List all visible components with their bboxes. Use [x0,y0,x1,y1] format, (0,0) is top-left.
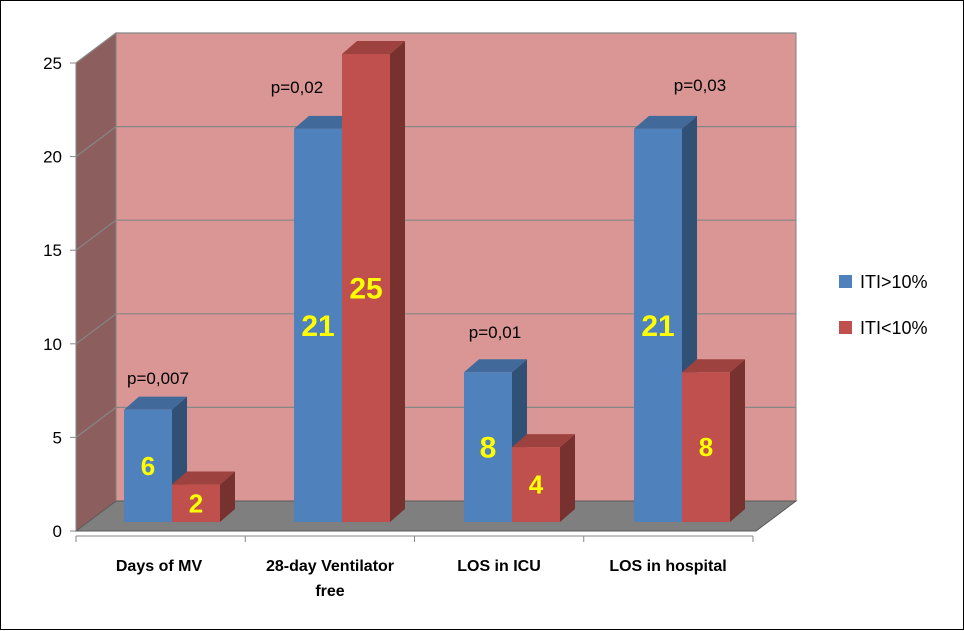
legend-swatch [839,275,852,288]
x-category-label: 28-day Ventilator [266,558,394,575]
legend-swatch [839,321,852,334]
bar [464,372,512,522]
data-label: 6 [141,451,155,481]
data-label: 21 [641,310,674,343]
bar [172,484,220,522]
bar [682,372,730,522]
bar [124,409,172,522]
p-value-annotation: p=0,007 [127,369,189,388]
p-value-annotation: p=0,01 [469,323,521,342]
gridline [75,125,796,158]
gridline [75,32,796,64]
x-category-label: free [315,583,344,600]
bar-side [730,359,745,522]
bar-side [560,434,575,522]
legend-label: ITI<10% [860,318,928,338]
data-label: 25 [349,273,382,306]
gridline [75,313,796,345]
bar-side [220,471,235,522]
bar [634,128,682,522]
side-wall [75,32,117,532]
gridline [75,406,796,438]
gridline [75,219,796,251]
bar [342,54,390,522]
y-tick-label: 5 [53,428,62,447]
x-category-label: LOS in ICU [457,558,541,575]
bar-top [512,434,575,448]
p-value-annotation: p=0,02 [271,78,323,97]
bar-top [634,115,697,129]
data-label: 8 [480,432,497,465]
y-tick-label: 15 [43,241,62,260]
bar-top [342,41,405,54]
bar-top [172,471,235,485]
p-value-annotation: p=0,03 [674,76,726,95]
bar [512,447,560,522]
x-category-label: LOS in hospital [609,558,726,575]
y-tick-label: 25 [43,54,62,73]
x-category-label: Days of MV [116,558,203,575]
data-label: 8 [699,432,713,462]
y-tick-label: 0 [53,522,62,541]
bar-top [294,115,357,129]
y-tick-label: 10 [43,335,62,354]
floor [74,500,798,532]
bar-side [390,41,405,522]
data-label: 4 [529,470,544,500]
bar-top [124,396,187,410]
legend-label: ITI>10% [860,272,928,292]
bar [294,128,342,522]
data-label: 2 [189,488,203,518]
bar-top [464,359,527,373]
data-label: 21 [301,310,334,343]
bar-top [682,359,745,373]
y-tick-label: 20 [43,148,62,167]
